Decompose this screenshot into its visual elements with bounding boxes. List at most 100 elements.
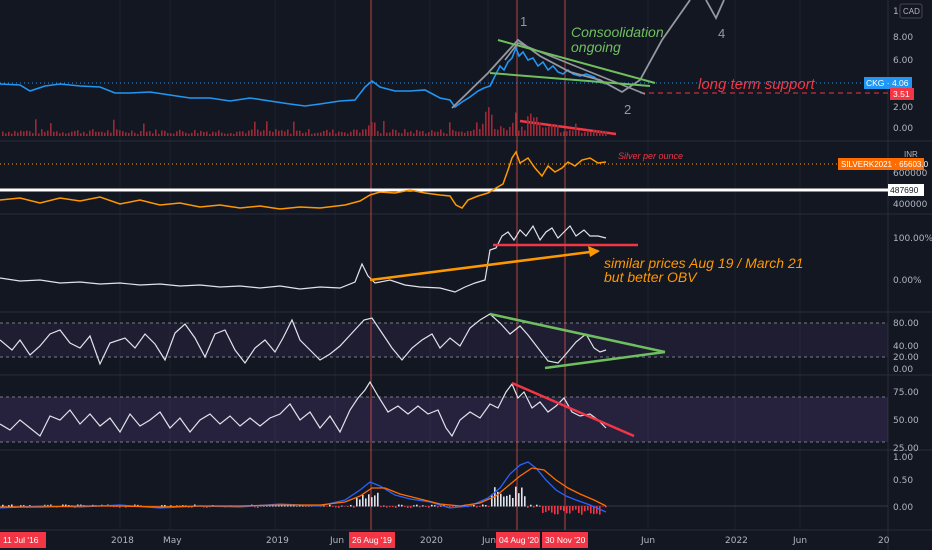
volume-bar	[326, 129, 328, 136]
volume-bar	[101, 131, 103, 136]
macd-hist-bar	[326, 506, 328, 507]
macd-hist-bar	[359, 499, 361, 507]
volume-bar	[317, 132, 319, 136]
consolidation-label-2: ongoing	[571, 39, 621, 55]
volume-bar	[425, 133, 427, 136]
volume-bar	[152, 133, 154, 136]
macd-hist-bar	[62, 504, 64, 507]
volume-bar	[14, 131, 16, 136]
volume-bar	[518, 130, 520, 136]
macd-hist-bar	[374, 495, 376, 507]
volume-bar	[419, 131, 421, 136]
macd-hist-bar	[560, 506, 562, 511]
volume-bar	[506, 130, 508, 136]
silver-badge: SILVERK2021 · 65603.0	[841, 160, 929, 169]
green-trend-lower	[489, 72, 651, 87]
macd-hist-bar	[575, 506, 577, 510]
volume-bar	[98, 131, 100, 136]
silver-axis: 600000 400000	[893, 169, 928, 210]
volume-bar	[545, 127, 547, 136]
macd-hist-bar	[572, 506, 574, 511]
volume-bar	[596, 130, 598, 136]
volume-bar	[272, 131, 274, 136]
volume-bar	[290, 133, 292, 136]
macd-hist-bar	[563, 506, 565, 512]
volume-bar	[221, 132, 223, 136]
volume-bar	[122, 131, 124, 136]
volume-bar	[230, 133, 232, 136]
volume-bar	[341, 131, 343, 136]
obv-orange-arrowhead	[588, 246, 600, 257]
volume-bar	[323, 131, 325, 136]
macd-hist-bar	[434, 505, 436, 507]
volume-bar	[35, 119, 37, 136]
ckg-price-line	[0, 45, 607, 109]
macd-hist-bar	[503, 496, 505, 507]
macd-hist-bar	[353, 506, 355, 508]
volume-bar	[332, 129, 334, 136]
date-badge-start: 11 Jul '16	[3, 535, 39, 545]
volume-bar	[470, 131, 472, 136]
volume-bar	[416, 129, 418, 136]
volume-bar	[434, 131, 436, 136]
macd-hist-bar	[416, 504, 418, 507]
volume-bar	[32, 133, 34, 136]
macd-hist-bar	[290, 505, 292, 507]
macd-hist-bar	[509, 494, 511, 507]
macd-hist-bar	[569, 506, 571, 514]
volume-bar	[500, 126, 502, 136]
volume-bar	[131, 130, 133, 136]
ckg-badge: CKG · 4.06	[866, 78, 909, 88]
volume-bar	[137, 133, 139, 136]
cad-badge[interactable]: CAD	[903, 7, 920, 16]
volume-bar	[53, 131, 55, 136]
macd-hist-bar	[587, 506, 589, 511]
silver-badge-bg	[838, 158, 924, 170]
volume-bar	[524, 130, 526, 136]
macd-hist-bar	[2, 504, 4, 507]
osc-zone	[0, 323, 888, 357]
volume-bar	[383, 121, 385, 136]
price-tick-2: 2.00	[893, 103, 913, 113]
x-tick-jun-19: Jun	[329, 536, 344, 546]
ckg-badge-bg	[864, 77, 912, 89]
macd-hist-bar	[347, 506, 349, 507]
macd-hist-bar	[602, 506, 604, 507]
band-lines	[0, 322, 888, 443]
volume-bar	[587, 130, 589, 136]
macd-hist-bar	[536, 504, 538, 507]
volume-bar	[368, 125, 370, 136]
x-tick-jun-21: Jun	[640, 536, 655, 546]
rsi-axis: 75.00 50.00 25.00	[893, 388, 919, 454]
macd-hist-bar	[305, 506, 307, 508]
macd-hist-bar	[5, 506, 7, 507]
volume-bar	[584, 132, 586, 136]
volume-bar	[128, 132, 130, 136]
volume-bar	[356, 129, 358, 136]
macd-hist-bar	[437, 506, 439, 508]
x-tick-jun-22: Jun	[792, 536, 807, 546]
grey-wedge	[504, 42, 646, 95]
cad-badge-bg[interactable]	[899, 3, 923, 19]
x-tick-20: 20	[878, 536, 890, 546]
macd-hist-bar	[581, 506, 583, 515]
date-badge-nov20: 30 Nov '20	[545, 535, 586, 545]
volume-bar	[227, 133, 229, 136]
volume-bar	[398, 132, 400, 136]
volume-bar	[95, 131, 97, 136]
macd-hist-bar	[485, 505, 487, 507]
volume-bar	[449, 122, 451, 136]
volume-bar	[170, 133, 172, 136]
macd-hist-bar	[521, 487, 523, 507]
macd-hist-bar	[476, 506, 478, 508]
volume-bar	[338, 131, 340, 136]
macd-hist-bar	[254, 506, 256, 508]
macd-hist-bar	[518, 493, 520, 507]
volume-bar	[296, 130, 298, 136]
macd-hist-bar	[287, 504, 289, 507]
volume-bar	[86, 133, 88, 136]
volume-bar	[350, 131, 352, 136]
osc-tick-20: 20.00	[893, 353, 919, 363]
x-tick-2022: 2022	[725, 536, 748, 546]
volume-bar	[560, 132, 562, 136]
